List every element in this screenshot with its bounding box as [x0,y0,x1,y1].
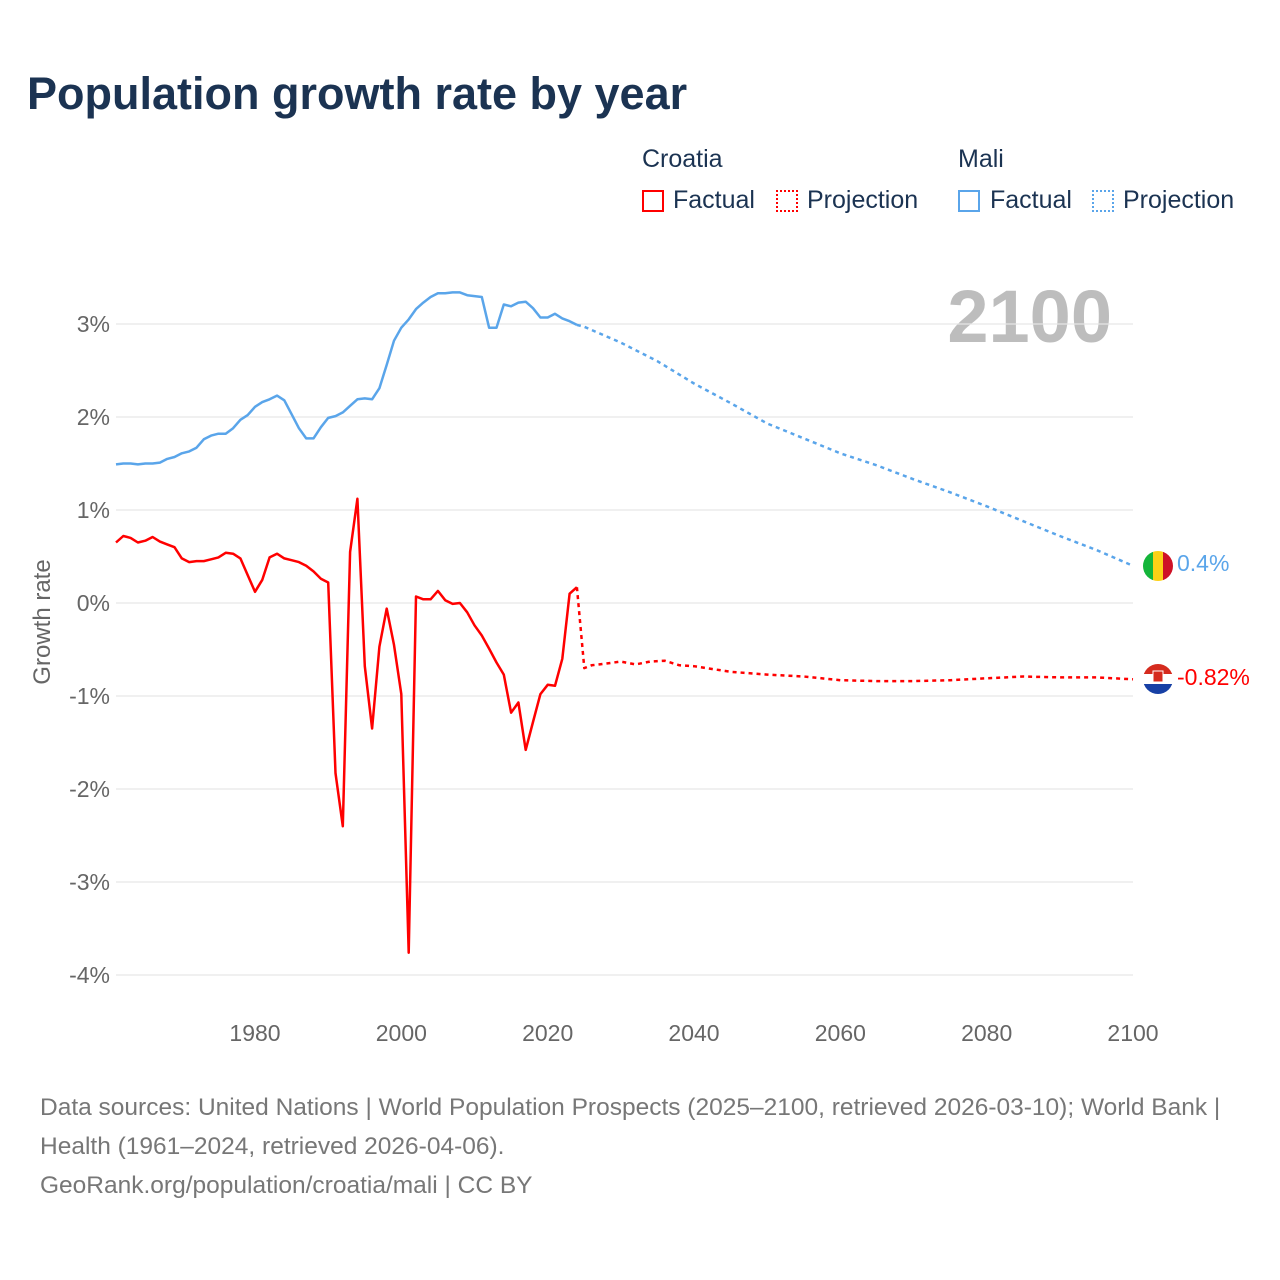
y-tick-label: 2% [77,404,110,430]
footer: Data sources: United Nations | World Pop… [40,1088,1240,1205]
y-tick-label: 1% [77,497,110,523]
y-tick-label: -3% [69,869,110,895]
legend-swatch-croatia-projection [776,190,798,212]
x-tick-label: 2060 [815,1020,866,1046]
mali-flag-icon [1143,551,1173,581]
croatia-flag-icon [1143,664,1173,694]
series-line-croatia-projection [575,587,1134,683]
legend-group-mali: Mali [958,145,1004,173]
y-tick-label: -1% [69,683,110,709]
legend-croatia-projection[interactable]: Projection [807,186,919,214]
y-axis-label: Growth rate [29,559,56,684]
credit-link[interactable]: GeoRank.org/population/croatia/mali | CC… [40,1172,533,1199]
y-tick-label: 0% [77,590,110,616]
data-sources: Data sources: United Nations | World Pop… [40,1094,1221,1160]
y-tick-label: 3% [77,311,110,337]
y-tick-label: -4% [69,962,110,988]
series-line-croatia-factual [115,497,578,954]
year-watermark: 2100 [947,275,1112,358]
legend-mali-projection[interactable]: Projection [1123,186,1235,214]
legend-mali-factual[interactable]: Factual [990,186,1072,214]
x-tick-label: 2020 [522,1020,573,1046]
mali-end-label: 0.4% [1177,550,1229,576]
series-line-mali-factual [115,291,578,466]
legend-swatch-mali-projection [1092,190,1114,212]
legend-group-croatia: Croatia [642,145,723,173]
x-tick-label: 2000 [376,1020,427,1046]
legend-swatch-croatia-factual [642,190,664,212]
legend-croatia-factual[interactable]: Factual [673,186,755,214]
y-tick-label: -2% [69,776,110,802]
x-tick-label: 1980 [229,1020,280,1046]
x-tick-label: 2040 [668,1020,719,1046]
x-tick-label: 2080 [961,1020,1012,1046]
x-tick-label: 2100 [1107,1020,1158,1046]
series-line-mali-projection [576,323,1134,567]
legend-swatch-mali-factual [958,190,980,212]
croatia-end-label: -0.82% [1177,664,1250,690]
chart-title: Population growth rate by year [27,68,688,119]
